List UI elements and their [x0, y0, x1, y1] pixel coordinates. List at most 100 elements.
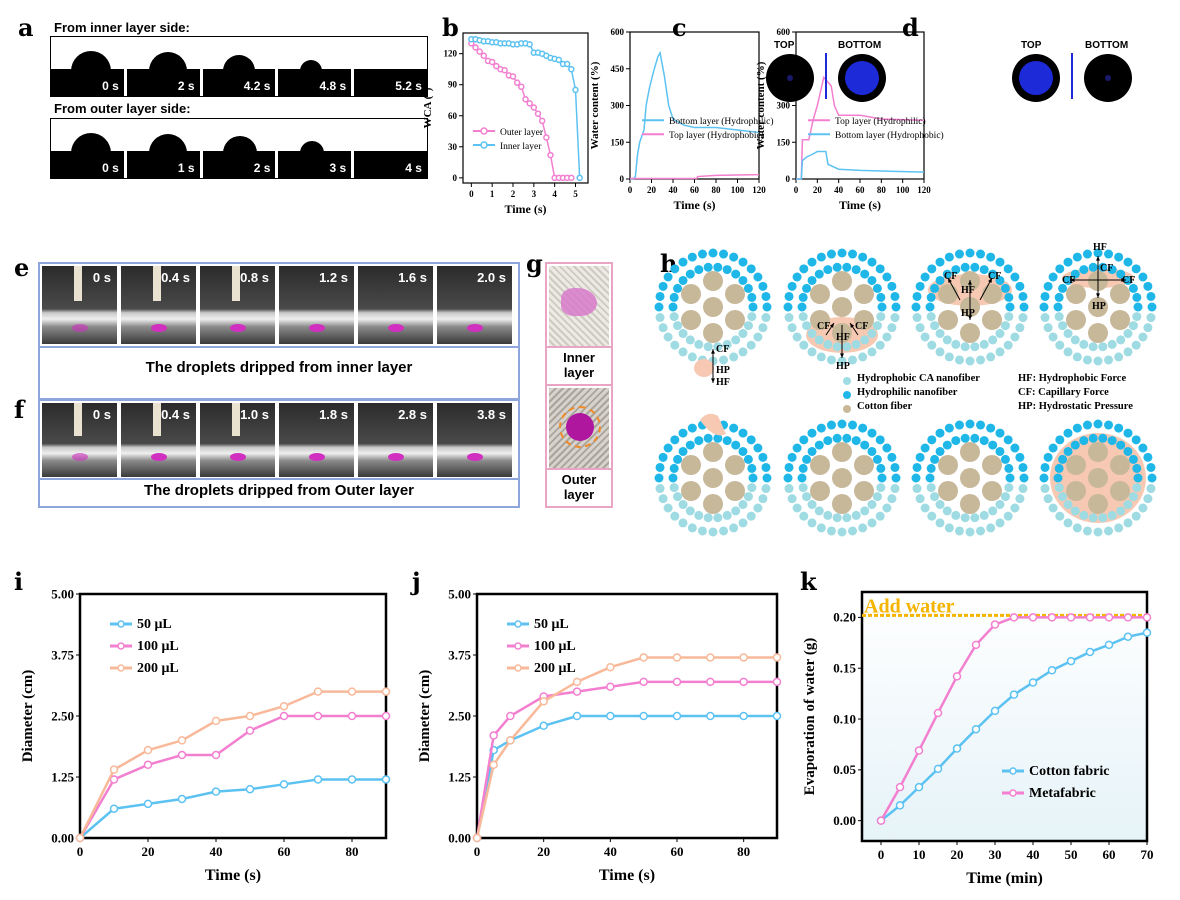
hydrophilic-nanofiber [877, 302, 887, 312]
cotton-fiber [982, 481, 1002, 501]
legend-label: Bottom layer (Hydrophobic) [835, 130, 944, 141]
hydrophobic-nanofiber [965, 527, 975, 537]
hydrophilic-nanofiber [860, 269, 870, 279]
hydrophilic-nanofiber [965, 419, 975, 429]
x-tick-label: 60 [671, 844, 684, 859]
hydrophobic-nanofiber [876, 312, 886, 322]
hydrophobic-nanofiber [697, 526, 707, 536]
data-point [933, 708, 943, 718]
data-point [279, 780, 289, 789]
data-point [572, 687, 582, 696]
hydrophilic-nanofiber [912, 291, 922, 301]
hydrophobic-nanofiber [935, 329, 945, 339]
data-point [211, 787, 221, 796]
time-label: 1.0 s [240, 407, 269, 422]
pink-droplet [388, 453, 404, 461]
bundle-lower-1 [654, 419, 772, 537]
hydrophilic-nanofiber [1053, 473, 1063, 483]
data-point [739, 653, 748, 662]
legend-label: Bottom layer (Hydrophilic) [669, 116, 773, 127]
data-point [245, 726, 255, 735]
hydrophilic-nanofiber [1123, 275, 1133, 285]
hydrophobic-nanofiber [1104, 526, 1114, 536]
cotton-fiber [854, 284, 874, 304]
x-tick-label: 60 [1103, 847, 1116, 862]
hydrophilic-nanofiber [1128, 454, 1138, 464]
x-tick-label: 40 [210, 844, 223, 859]
hydrophilic-nanofiber [867, 275, 877, 285]
pipette [153, 403, 161, 437]
hydrophilic-nanofiber [1082, 249, 1092, 259]
time-label: 1.8 s [319, 407, 348, 422]
video-frame: 1.2 s [279, 266, 354, 344]
pink-droplet [467, 324, 483, 332]
hydrophilic-nanofiber [1131, 435, 1141, 445]
hydrophilic-nanofiber [807, 257, 817, 267]
hydrophobic-nanofiber [867, 347, 877, 357]
hydrophilic-nanofiber [867, 446, 877, 456]
divider [547, 346, 611, 348]
hydrophilic-nanofiber [1053, 302, 1063, 312]
hydrophilic-nanofiber [986, 252, 996, 262]
hydrophobic-nanofiber [1018, 313, 1028, 323]
hydrophobic-nanofiber [658, 323, 668, 333]
hydrophilic-nanofiber [887, 281, 897, 291]
hydrophobic-nanofiber [792, 332, 802, 342]
y-tick-label: 0.00 [833, 813, 856, 828]
cotton-fiber [938, 310, 958, 330]
hydrophilic-nanofiber [1015, 281, 1025, 291]
hydrophobic-nanofiber [832, 342, 842, 352]
cotton-fiber [854, 310, 874, 330]
hydrophilic-nanofiber [678, 275, 688, 285]
hydrophilic-nanofiber [663, 272, 673, 282]
hydrophobic-nanofiber [1082, 526, 1092, 536]
hydrophilic-nanofiber [912, 462, 922, 472]
pink-droplet [309, 453, 325, 461]
pink-droplet [467, 453, 483, 461]
hydrophobic-nanofiber [1098, 513, 1108, 523]
hydrophilic-nanofiber [738, 446, 748, 456]
hydrophobic-nanofiber [1107, 339, 1117, 349]
data-point [1066, 613, 1076, 622]
arrow-head [850, 323, 855, 328]
hydrophobic-nanofiber [927, 511, 937, 521]
data-point [313, 687, 323, 696]
x-tick-label: 2 [511, 189, 516, 199]
x-tick-label: 0 [474, 844, 481, 859]
hydrophobic-nanofiber [1063, 347, 1073, 357]
arrow-head [711, 378, 715, 383]
hydrophilic-nanofiber [783, 302, 793, 312]
hydrophobic-nanofiber [678, 518, 688, 528]
cotton-fiber [1066, 284, 1086, 304]
cotton-fiber [703, 323, 723, 343]
hydrophilic-nanofiber [1004, 292, 1014, 302]
x-tick-label: 3 [532, 189, 537, 199]
cotton-fiber [854, 481, 874, 501]
hydrophobic-nanofiber [876, 483, 886, 493]
hydrophilic-nanofiber [703, 262, 713, 272]
hydrophilic-nanofiber [851, 436, 861, 446]
hydrophobic-nanofiber [887, 323, 897, 333]
hydrophilic-nanofiber [1055, 435, 1065, 445]
panel-label-e: e [14, 253, 30, 282]
data-point [1142, 628, 1152, 637]
hydrophilic-nanofiber [1116, 440, 1126, 450]
hydrophobic-nanofiber [687, 523, 697, 533]
hydrophobic-nanofiber [915, 494, 925, 504]
hydrophilic-nanofiber [1040, 462, 1050, 472]
legend-label: Top layer (Hydrophobic) [669, 130, 764, 141]
hydrophobic-nanofiber [738, 518, 748, 528]
hydrophobic-nanofiber [1000, 321, 1010, 331]
hydrophobic-nanofiber [655, 313, 665, 323]
y-tick-label: 0.10 [833, 711, 856, 726]
hydrophilic-nanofiber [1098, 433, 1108, 443]
hydrophobic-nanofiber [784, 313, 794, 323]
legend-label: Cotton fabric [1029, 764, 1110, 779]
data-point [245, 784, 255, 794]
time-label: 0 s [102, 161, 119, 175]
hydrophobic-nanofiber [970, 513, 980, 523]
x-tick-label: 120 [752, 185, 766, 195]
hydrophobic-nanofiber [761, 313, 771, 323]
legend-label: 100 μL [137, 639, 179, 654]
arrow-head [948, 278, 952, 283]
